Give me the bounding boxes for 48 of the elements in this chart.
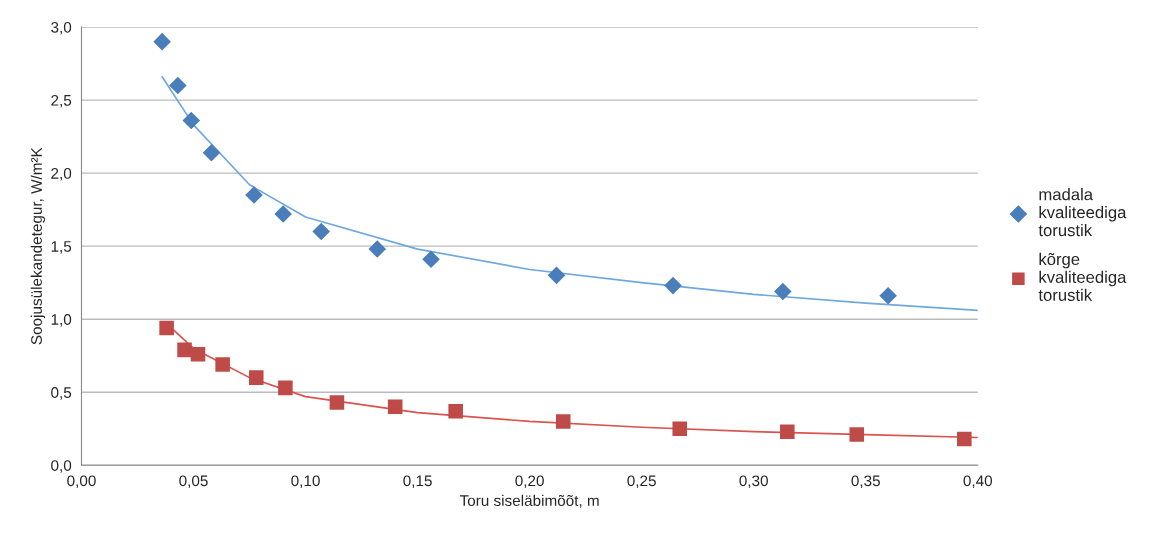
y-axis-title: Soojusülekandetegur, W/m²K: [30, 147, 45, 345]
point: [879, 287, 897, 305]
x-tick-label: 0,10: [291, 475, 320, 489]
point: [248, 370, 264, 385]
y-tick-label: 3,0: [51, 21, 72, 35]
point: [774, 282, 792, 301]
point: [387, 399, 403, 415]
y-tick-label: 1,5: [51, 241, 72, 254]
x-tick-label: 0,30: [739, 475, 768, 489]
point: [555, 414, 571, 429]
x-tick-label: 0,20: [515, 475, 544, 489]
y-tick-label: 2,0: [51, 167, 72, 181]
y-tick-label: 0,0: [51, 460, 72, 473]
point: [274, 205, 292, 223]
x-axis-title: Toru siseläbimõõt, m: [459, 494, 599, 508]
x-tick-label: 0,35: [851, 475, 880, 489]
point: [780, 424, 795, 439]
point: [245, 186, 263, 204]
point: [169, 76, 187, 95]
x-tick-label: 0,00: [67, 475, 96, 489]
x-tick-label: 0,25: [627, 475, 656, 489]
point: [312, 222, 331, 241]
point: [849, 427, 865, 442]
y-tick-label: 2,5: [51, 94, 72, 108]
line-series: [161, 75, 978, 312]
point: [672, 421, 688, 437]
point: [329, 395, 345, 410]
point: [278, 380, 293, 396]
x-tick-label: 0,40: [963, 475, 993, 489]
point: [664, 276, 682, 295]
point: [547, 266, 566, 285]
point: [957, 431, 972, 447]
point: [448, 403, 463, 419]
x-tick-label: 0,05: [179, 475, 208, 489]
point: [422, 250, 440, 269]
y-tick-label: 1,0: [51, 314, 72, 327]
y-tick-label: 0,5: [51, 387, 72, 400]
point: [202, 143, 221, 162]
point: [159, 320, 174, 336]
point: [190, 346, 206, 362]
x-tick-label: 0,15: [403, 475, 432, 489]
legend-label: madala kvaliteediga torustik: [1038, 188, 1127, 237]
point: [215, 357, 230, 372]
point: [182, 111, 201, 130]
point: [153, 32, 171, 51]
legend-label: kõrge kvaliteediga torustik: [1038, 252, 1127, 301]
point: [368, 240, 387, 258]
point: [177, 342, 192, 358]
